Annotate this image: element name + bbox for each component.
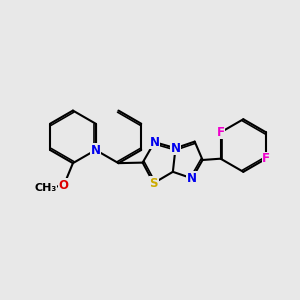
Text: F: F xyxy=(262,152,270,165)
Text: O: O xyxy=(59,179,69,192)
Text: N: N xyxy=(170,142,181,155)
Text: F: F xyxy=(217,126,225,139)
Text: N: N xyxy=(91,143,101,157)
Text: S: S xyxy=(149,177,158,190)
Text: N: N xyxy=(187,172,197,185)
Text: CH₃: CH₃ xyxy=(34,183,56,193)
Text: N: N xyxy=(149,136,160,148)
